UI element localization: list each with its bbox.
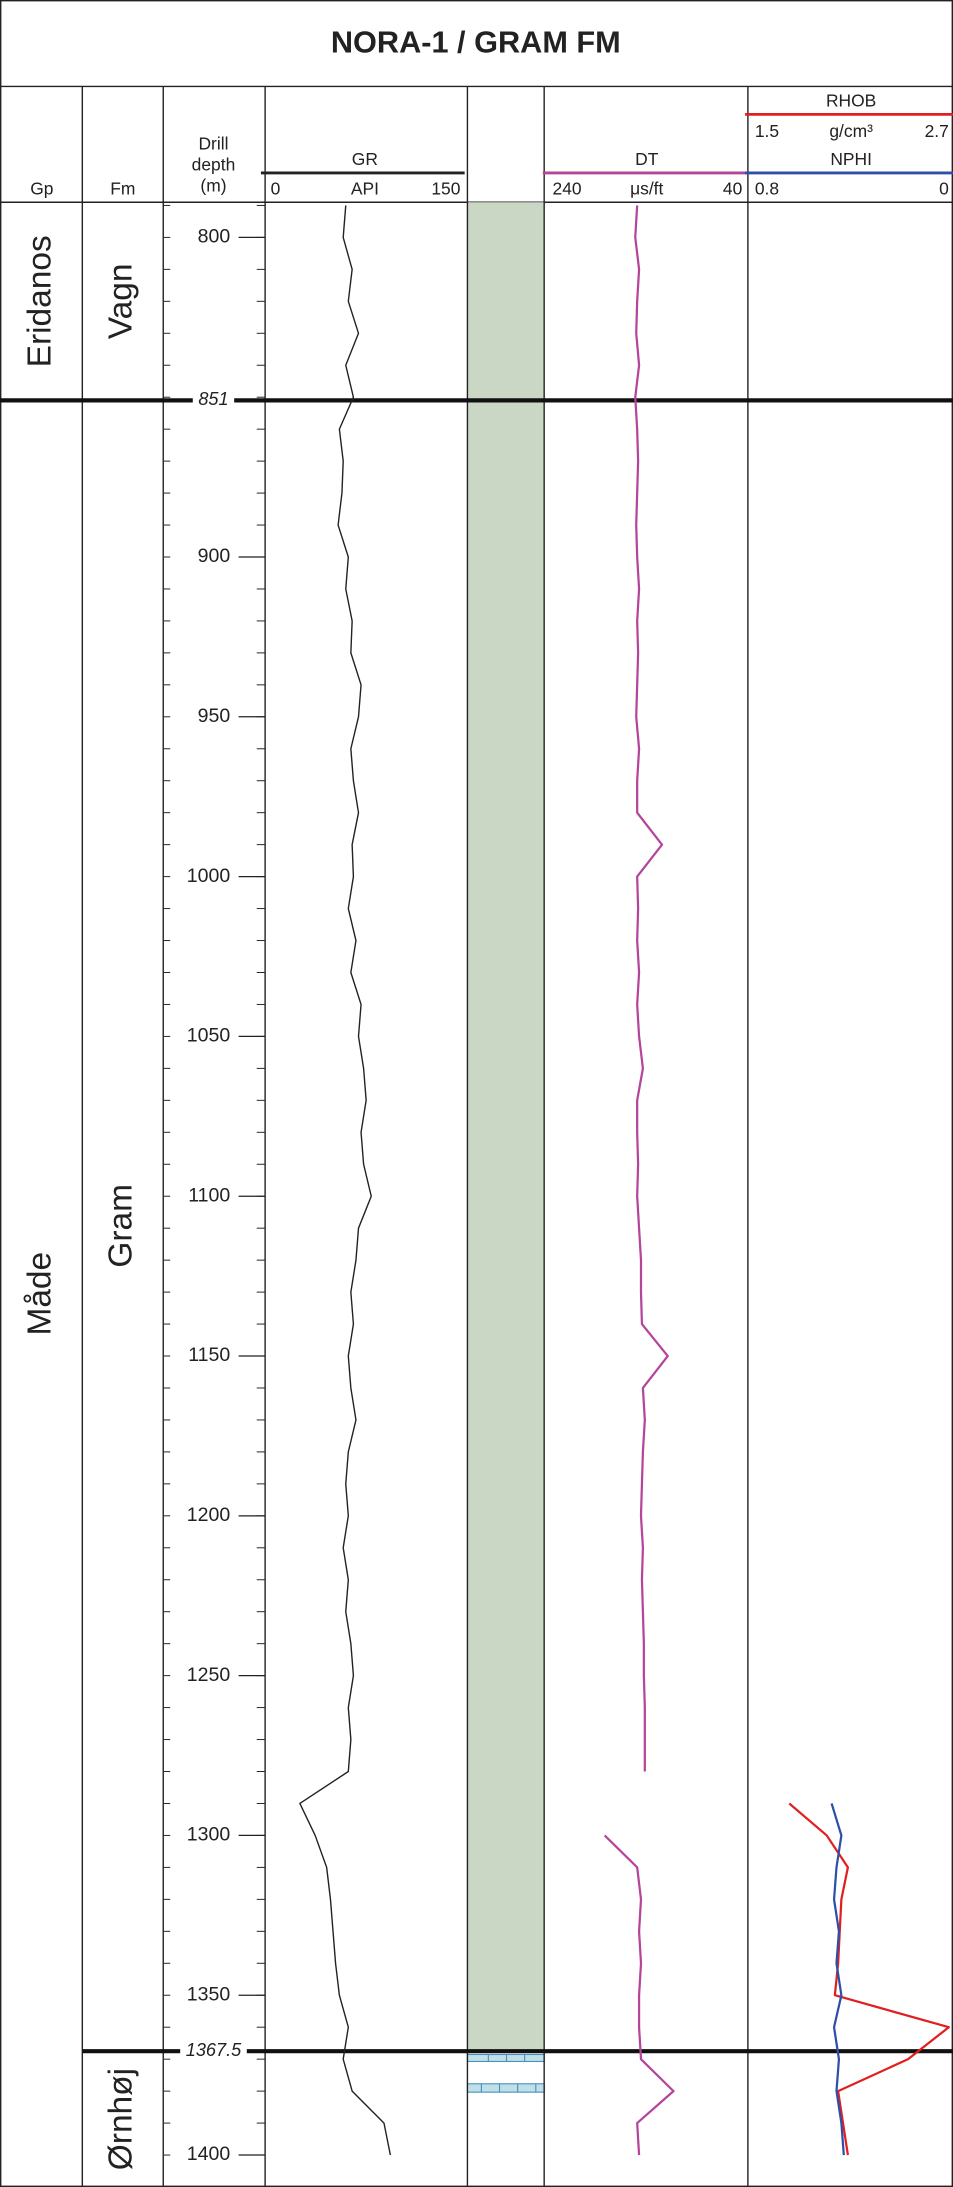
- lithology-carbonate: [466, 2083, 545, 2093]
- scale-label: 40: [723, 178, 743, 198]
- group-label: Eridanos: [22, 235, 59, 367]
- column-header: Drill: [198, 134, 228, 154]
- boundary-depth: 1367.5: [186, 2040, 242, 2060]
- depth-label: 1000: [187, 865, 231, 887]
- depth-label: 1200: [187, 1504, 231, 1526]
- scale-label: 240: [553, 178, 582, 198]
- scale-unit: API: [351, 178, 379, 198]
- depth-label: 950: [198, 705, 231, 727]
- formation-label: Vagn: [103, 263, 140, 339]
- depth-label: 800: [198, 226, 231, 248]
- log-curve: [634, 205, 669, 1772]
- column-header: (m): [200, 176, 226, 196]
- column-dividers: [81, 86, 749, 2187]
- column-header: Gp: [30, 178, 53, 198]
- scale-unit: g/cm³: [829, 121, 873, 141]
- lithology-shale: [467, 202, 545, 2052]
- depth-label: 900: [198, 545, 231, 567]
- log-curve: [830, 1803, 845, 2156]
- curve-name: DT: [635, 149, 659, 169]
- group-label: Måde: [22, 1252, 59, 1336]
- depth-label: 1150: [188, 1344, 230, 1366]
- chart-title: NORA-1 / GRAM FM: [331, 25, 621, 60]
- depth-label: 1250: [187, 1664, 231, 1686]
- scale-label: 0: [271, 178, 281, 198]
- log-curve: [299, 205, 392, 2156]
- depth-label: 1300: [187, 1824, 231, 1846]
- scale-label: 0: [939, 178, 949, 198]
- depth-label: 1350: [187, 1983, 231, 2005]
- curve-name: NPHI: [830, 149, 872, 169]
- scale-label: 1.5: [755, 121, 779, 141]
- lithology-carbonate: [466, 2053, 545, 2063]
- depth-label: 1100: [188, 1184, 230, 1206]
- formation-label: Ørnhøj: [103, 2068, 140, 2170]
- curve-name: GR: [352, 149, 378, 169]
- formation-label: Gram: [103, 1184, 140, 1268]
- curve-name: RHOB: [826, 90, 876, 110]
- scale-label: 0.8: [755, 178, 779, 198]
- boundary-depth: 851: [198, 389, 228, 409]
- depth-label: 1400: [187, 2143, 231, 2165]
- column-header: depth: [192, 155, 236, 175]
- log-curve: [788, 1802, 950, 2156]
- depth-label: 1050: [187, 1025, 231, 1047]
- scale-label: 150: [431, 178, 460, 198]
- lithology-pattern: [480, 2054, 537, 2093]
- column-header: Fm: [110, 178, 135, 198]
- scale-unit: μs/ft: [630, 178, 663, 198]
- log-curve: [603, 1834, 675, 2156]
- scale-label: 2.7: [925, 121, 949, 141]
